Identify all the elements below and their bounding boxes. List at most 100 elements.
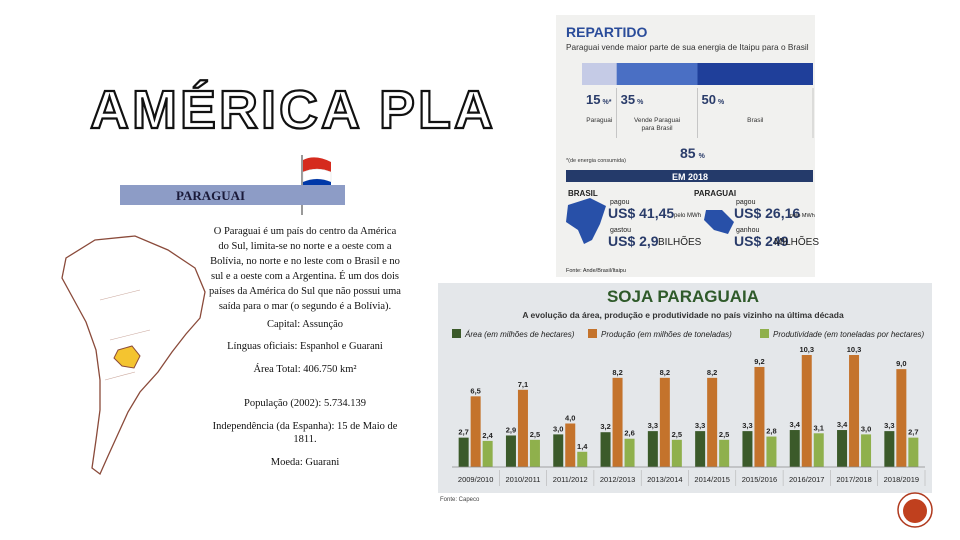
x-tick-label: 2015/2016 xyxy=(742,475,777,484)
total-unit: % xyxy=(699,153,706,160)
paraguai-name: PARAGUAI xyxy=(694,189,736,198)
paragraph-line: do Sul, limita-se no norte e a oeste com… xyxy=(218,241,392,252)
legend-label: Produção (em milhões de toneladas) xyxy=(601,330,732,339)
paragraph-line: saída para o mar (o segundo é a Bolívia)… xyxy=(219,301,391,312)
data-label: 2,6 xyxy=(624,429,634,438)
segment xyxy=(582,63,617,85)
data-label: 2,5 xyxy=(672,430,682,439)
data-label: 3,3 xyxy=(695,421,705,430)
legend-label: Área (em milhões de hectares) xyxy=(464,330,575,339)
data-label: 3,3 xyxy=(648,421,658,430)
segment-value: 50% xyxy=(702,92,725,107)
unit: pelo MWh xyxy=(674,213,701,219)
map xyxy=(61,235,206,476)
bar xyxy=(458,437,469,467)
segment xyxy=(697,63,813,85)
data-label: 9,0 xyxy=(896,359,906,368)
data-label: 7,1 xyxy=(518,380,528,389)
repartido-subtitle: Paraguai vende maior parte de sua energi… xyxy=(566,42,809,52)
bar xyxy=(659,377,670,467)
bar xyxy=(505,435,516,467)
segment-label: Paraguai xyxy=(586,117,612,124)
x-tick-label: 2011/2012 xyxy=(553,475,588,484)
data-label: 9,2 xyxy=(754,357,764,366)
data-label: 2,9 xyxy=(506,425,516,434)
chart-source: Fonte: Capeco xyxy=(440,497,480,503)
data-label: 6,5 xyxy=(470,386,480,395)
bar xyxy=(754,366,765,467)
chart-subtitle: A evolução da área, produção e produtivi… xyxy=(522,310,844,320)
legend-swatch xyxy=(588,329,597,338)
bar xyxy=(837,430,848,467)
label: pagou xyxy=(610,199,630,206)
data-label: 2,7 xyxy=(458,428,468,437)
repartido-note: *(de energia consumida) xyxy=(566,158,626,164)
data-label: 2,5 xyxy=(530,430,540,439)
repartido-panel xyxy=(556,15,815,277)
paragraph-line: sul e a oeste com a Argentina. É um dos … xyxy=(211,270,399,282)
bar xyxy=(600,432,611,467)
x-tick-label: 2013/2014 xyxy=(647,475,682,484)
data-label: 3,4 xyxy=(837,420,848,429)
bar xyxy=(849,355,860,467)
data-label: 2,4 xyxy=(482,431,493,440)
brasil-map xyxy=(566,198,606,244)
chart-title: SOJA PARAGUAIA xyxy=(607,287,759,306)
bar xyxy=(553,434,564,467)
unit: %* xyxy=(602,99,611,106)
value: US$ 41,45 xyxy=(608,205,674,221)
bar xyxy=(801,355,812,467)
segment-value: 35% xyxy=(621,92,644,107)
slide-title: AMÉRICA PLA xyxy=(90,80,496,140)
bar xyxy=(647,431,658,467)
x-tick-label: 2017/2018 xyxy=(836,475,871,484)
panel-heading: PARAGUAI xyxy=(176,188,245,203)
legend-label: Produtividade (em toneladas por hectares… xyxy=(773,330,925,339)
bar xyxy=(707,377,718,467)
independence: Independência (da Espanha): 15 de Maio d… xyxy=(213,421,398,432)
bar xyxy=(861,434,872,467)
legend-swatch xyxy=(452,329,461,338)
bar xyxy=(789,430,800,467)
year: EM 2018 xyxy=(672,172,708,182)
independence: 1811. xyxy=(293,434,316,445)
value: US$ 2,9 xyxy=(608,233,659,249)
data-label: 2,7 xyxy=(908,428,918,437)
bar xyxy=(766,436,777,467)
brasil-name: BRASIL xyxy=(568,189,598,198)
value: 35 xyxy=(621,92,635,107)
bar xyxy=(719,439,730,467)
slide-number-badge xyxy=(897,492,933,528)
data-label: 3,4 xyxy=(790,420,801,429)
repartido-total: 85% xyxy=(680,145,706,161)
segment xyxy=(616,63,698,85)
data-label: 3,0 xyxy=(553,424,563,433)
x-tick-label: 2009/2010 xyxy=(458,475,493,484)
capital: Capital: Assunção xyxy=(267,319,343,330)
data-label: 3,3 xyxy=(884,421,894,430)
repartido-source: Fonte: Ande/Brasil/Itaipu xyxy=(566,268,626,274)
unit: pelo MWh xyxy=(790,213,815,219)
year-bar xyxy=(566,170,813,182)
data-label: 10,3 xyxy=(847,345,862,354)
unit: BILHÕES xyxy=(658,235,702,248)
value: 50 xyxy=(702,92,716,107)
data-label: 4,0 xyxy=(565,414,575,423)
population: População (2002): 5.734.139 xyxy=(244,398,366,409)
value: US$ 249 xyxy=(734,233,789,249)
bar xyxy=(482,440,493,467)
segment-label: Vende Paraguai para Brasil xyxy=(634,117,680,132)
panel-header xyxy=(120,185,345,205)
x-tick-label: 2014/2015 xyxy=(694,475,729,484)
data-label: 3,0 xyxy=(861,424,871,433)
data-label: 8,2 xyxy=(612,368,622,377)
plot: Área (em milhões de hectares) Produção (e… xyxy=(452,329,926,486)
data-label: 2,5 xyxy=(719,430,729,439)
bar xyxy=(908,437,919,467)
unit: % xyxy=(637,99,644,106)
legend-swatch xyxy=(760,329,769,338)
paraguai-map xyxy=(704,210,734,234)
data-label: 2,8 xyxy=(766,427,776,436)
unit: MILHÕES xyxy=(774,235,819,248)
